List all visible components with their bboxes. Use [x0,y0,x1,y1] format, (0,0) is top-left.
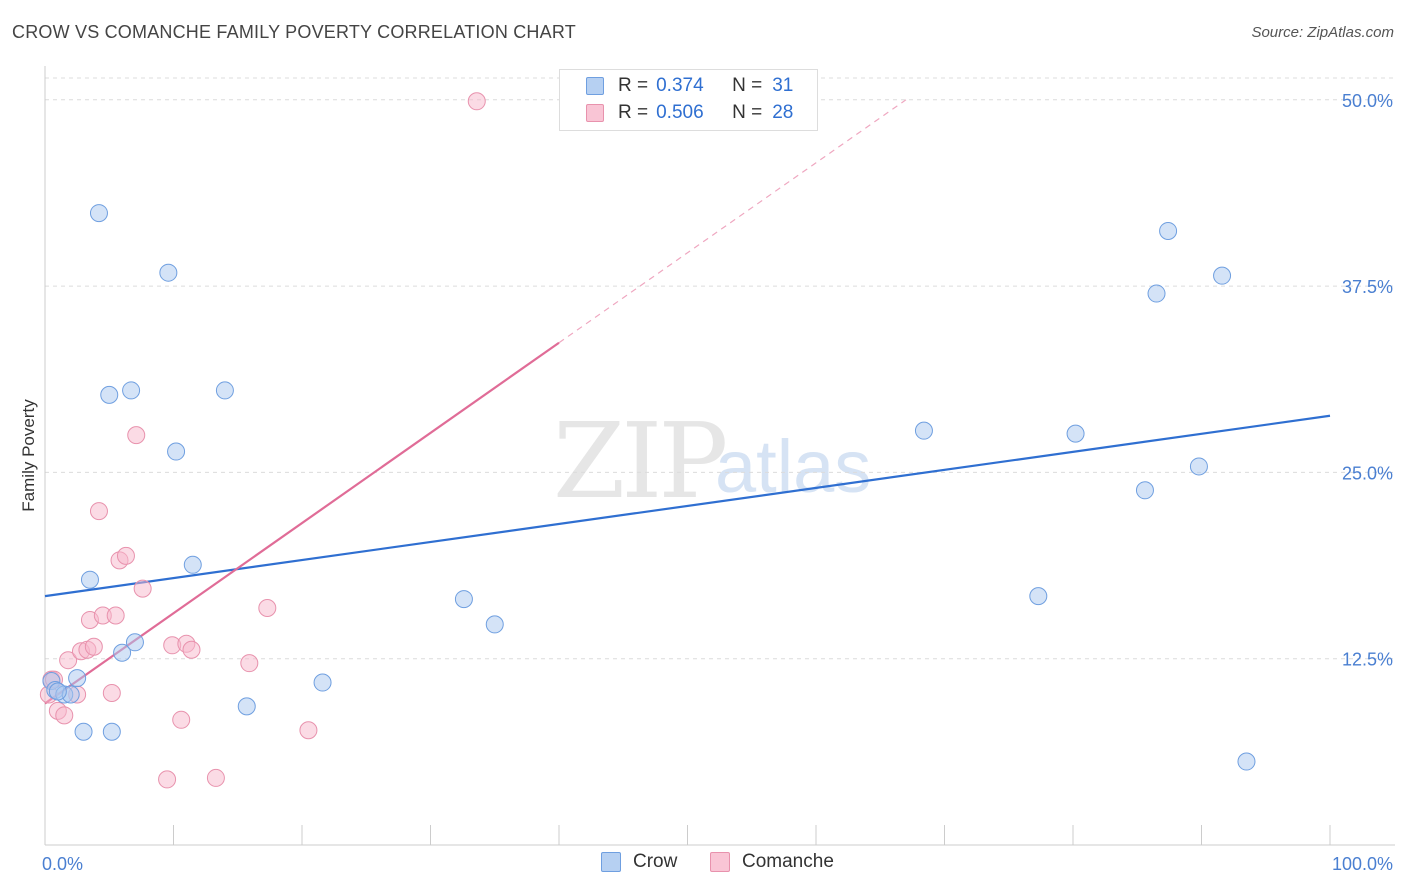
crow-n-value: 31 [772,75,794,96]
y-tick-label: 37.5% [1342,277,1393,297]
y-tick-label: 12.5% [1342,650,1393,670]
comanche-r-label: R = [618,102,649,123]
crow-point [48,682,67,701]
crow-r-value: 0.374 [656,75,704,96]
crow-point [125,633,144,652]
crow-point [102,722,121,741]
crow-point [122,381,141,400]
watermark-atlas: atlas [715,425,872,508]
comanche-point [206,768,225,787]
comanche-point [172,710,191,729]
crow-point [113,643,132,662]
crow-point [1029,587,1048,606]
comanche-point [158,770,177,789]
legend-item-crow[interactable]: Crow [601,851,677,873]
crow-point [167,442,186,461]
comanche-trend-group [44,99,907,705]
y-tick-label: 50.0% [1342,91,1393,111]
comanche-swatch [586,104,604,122]
crow-point [1159,221,1178,240]
crow-point [1066,424,1085,443]
crow-point [237,697,256,716]
crow-legend-label: Crow [633,851,678,872]
comanche-point [240,654,259,673]
crow-trend-group [44,414,1331,598]
comanche-point [133,579,152,598]
crow-r-label: R = [618,75,649,96]
stats-legend: R = 0.374 N = 31 R = 0.506 N = 28 [559,69,818,131]
comanche-point [89,502,108,521]
crow-point [1189,457,1208,476]
crow-point [215,381,234,400]
comanche-legend-label: Comanche [742,851,834,872]
comanche-r-value: 0.506 [656,102,704,123]
crow-point [313,673,332,692]
crow-point [485,615,504,634]
axes [44,66,1395,846]
legend-item-comanche[interactable]: Comanche [710,851,834,873]
comanche-point [59,651,78,670]
legend-row-comanche: R = 0.506 N = 28 [586,101,793,125]
crow-point [914,421,933,440]
crow-points [42,204,1256,771]
series-legend: Crow Comanche [0,851,1406,877]
comanche-point [55,706,74,725]
crow-swatch [586,77,604,95]
watermark-zip: ZIP [553,400,728,522]
comanche-point [182,640,201,659]
crow-n-label: N = [732,75,763,96]
crow-trend-line [44,414,1331,598]
comanche-legend-swatch [710,852,730,872]
crow-point [1135,481,1154,500]
comanche-point [102,683,121,702]
crow-legend-swatch [601,852,621,872]
comanche-point [116,546,135,565]
comanche-point [258,599,277,618]
crow-point [80,570,99,589]
crow-point [1147,284,1166,303]
crow-point [100,385,119,404]
crow-point [159,263,178,282]
x-tick-label-max: 100.0% [1332,854,1393,874]
x-tick-label-min: 0.0% [42,854,83,874]
crow-point [454,590,473,609]
comanche-n-value: 28 [772,102,794,123]
comanche-point [106,606,125,625]
gridlines [45,77,1395,660]
source-label: Source: ZipAtlas.com [1251,24,1394,41]
crow-point [74,722,93,741]
comanche-point [127,426,146,445]
comanche-point [299,721,318,740]
comanche-point [84,637,103,656]
legend-row-crow: R = 0.374 N = 31 [586,74,793,98]
crow-point [68,669,87,688]
crow-point [89,204,108,223]
chart-title: CROW VS COMANCHE FAMILY POVERTY CORRELAT… [12,22,576,42]
comanche-point [467,92,486,111]
comanche-trend-extension [558,99,907,344]
crow-point [1213,266,1232,285]
tick-labels: 12.5% 25.0% 37.5% 50.0% 0.0% 100.0% Family Pov… [19,91,1393,874]
crow-point [183,555,202,574]
y-axis-title: Family Poverty [19,399,38,512]
crow-point [1237,752,1256,771]
comanche-n-label: N = [732,102,763,123]
y-tick-label: 25.0% [1342,463,1393,483]
